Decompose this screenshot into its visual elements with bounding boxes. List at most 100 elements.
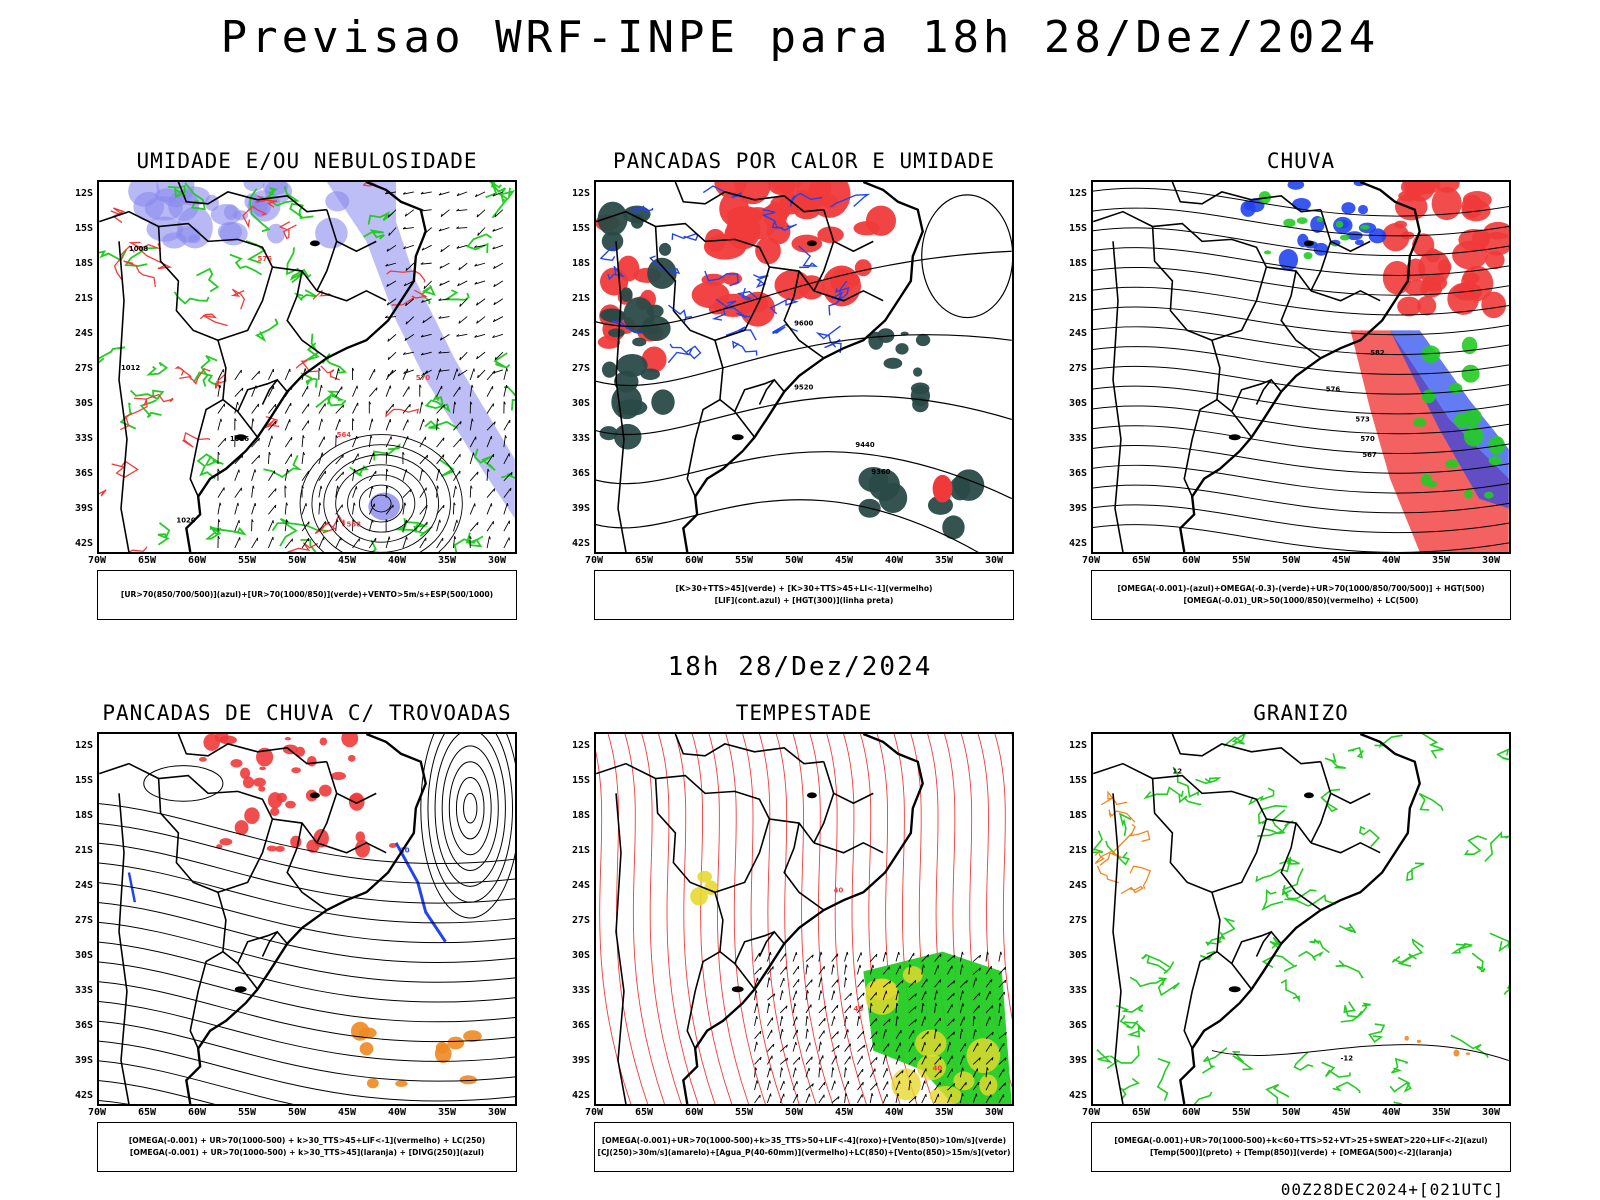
lon-tick-label: 70W <box>1081 555 1101 566</box>
lat-tick-label: 36S <box>571 468 590 479</box>
legend-line: [OMEGA(-0.001) + UR>70(1000-500) + k>30_… <box>129 1148 485 1157</box>
lon-tick-label: 55W <box>237 1107 257 1118</box>
legend-line: [K>30+TTS>45](verde) + [K>30+TTS>45+LI<-… <box>675 584 933 593</box>
contour-label: -12 <box>1341 1054 1354 1062</box>
lon-tick-label: 50W <box>287 1107 307 1118</box>
lon-tick-label: 50W <box>784 1107 804 1118</box>
lon-tick-label: 60W <box>1181 555 1201 566</box>
lat-tick-label: 18S <box>1068 258 1087 269</box>
contour-label: 9440 <box>855 441 874 449</box>
lon-tick-label: 35W <box>1431 555 1451 566</box>
contour-label: 9600 <box>794 319 813 327</box>
lat-tick-label: 12S <box>74 740 93 751</box>
lat-tick-label: 27S <box>74 915 93 926</box>
lon-tick-label: 60W <box>1181 1107 1201 1118</box>
lon-tick-label: 40W <box>387 555 407 566</box>
lon-tick-label: 30W <box>487 555 507 566</box>
lon-tick-label: 70W <box>584 555 604 566</box>
map-panel: 1008101210161020576570564558 <box>97 180 517 554</box>
panel-title: GRANIZO <box>1253 701 1349 725</box>
lon-tick-label: 45W <box>834 555 854 566</box>
legend-line: [OMEGA(-0.01)_UR>50(1000/850)(vermelho) … <box>1183 596 1419 605</box>
map-graphic: 1008101210161020576570564558 <box>99 182 515 552</box>
lat-tick-label: 21S <box>571 293 590 304</box>
lon-tick-label: 40W <box>1381 555 1401 566</box>
map-graphic: 12 -12 <box>1093 734 1509 1104</box>
lon-tick-label: 30W <box>984 1107 1004 1118</box>
lat-tick-label: 33S <box>571 985 590 996</box>
legend-line: [OMEGA(-0.001)+UR>70(1000-500)+k<60+TTS>… <box>1114 1136 1488 1145</box>
lon-tick-label: 35W <box>437 555 457 566</box>
main-title: Previsao WRF-INPE para 18h 28/Dez/2024 <box>220 12 1380 63</box>
contour-label: 558 <box>347 520 362 528</box>
legend-line: [OMEGA(-0.001)-(azul)+OMEGA(-0.3)-(verde… <box>1117 584 1485 593</box>
contour-label: 9520 <box>794 384 813 392</box>
legend-line: [Temp(500)](preto) + [Temp(850)](verde) … <box>1149 1148 1453 1157</box>
lat-tick-label: 21S <box>74 293 93 304</box>
lon-tick-label: 55W <box>734 1107 754 1118</box>
contour-label: 576 <box>258 255 273 263</box>
lat-tick-label: 27S <box>74 363 93 374</box>
lat-tick-label: 42S <box>571 538 590 549</box>
lat-tick-label: 42S <box>1068 1090 1087 1101</box>
lon-tick-label: 40W <box>387 1107 407 1118</box>
lon-tick-label: 35W <box>1431 1107 1451 1118</box>
lon-tick-label: 70W <box>87 555 107 566</box>
panel-legend: [OMEGA(-0.001)+UR>70(1000-500)+k>35_TTS>… <box>594 1122 1014 1172</box>
lat-tick-label: 24S <box>1068 328 1087 339</box>
contour-label: 582 <box>1370 349 1385 357</box>
contour-label: 573 <box>1355 415 1370 423</box>
lon-tick-label: 60W <box>684 555 704 566</box>
lat-tick-label: 33S <box>1068 985 1087 996</box>
lat-tick-label: 42S <box>74 538 93 549</box>
lat-tick-label: 33S <box>74 433 93 444</box>
panel-legend: [OMEGA(-0.001)+UR>70(1000-500)+k<60+TTS>… <box>1091 1122 1511 1172</box>
lat-tick-label: 15S <box>1068 775 1087 786</box>
lat-tick-label: 30S <box>571 950 590 961</box>
lon-tick-label: 65W <box>634 1107 654 1118</box>
lat-tick-label: 27S <box>571 915 590 926</box>
lat-tick-label: 15S <box>571 223 590 234</box>
lon-tick-label: 40W <box>884 555 904 566</box>
contour-label: 40 <box>933 1064 943 1072</box>
lon-tick-label: 55W <box>1231 555 1251 566</box>
map-panel: 12 -12 <box>1091 732 1511 1106</box>
lat-tick-label: 12S <box>571 188 590 199</box>
panel-title: PANCADAS POR CALOR E UMIDADE <box>612 149 995 173</box>
contour-label: 576 <box>1326 386 1341 394</box>
lon-tick-label: 30W <box>984 555 1004 566</box>
lat-tick-label: 33S <box>74 985 93 996</box>
lat-tick-label: 21S <box>1068 293 1087 304</box>
run-timestamp: 00Z28DEC2024+[021UTC] <box>1280 1180 1504 1199</box>
contour-label: 1008 <box>129 245 148 253</box>
lat-tick-label: 39S <box>74 1055 93 1066</box>
lat-tick-label: 24S <box>1068 880 1087 891</box>
lat-tick-label: 18S <box>74 810 93 821</box>
lon-tick-label: 55W <box>237 555 257 566</box>
lat-tick-label: 21S <box>1068 845 1087 856</box>
panel-legend: [OMEGA(-0.001)-(azul)+OMEGA(-0.3)-(verde… <box>1091 570 1511 620</box>
lon-tick-label: 70W <box>87 1107 107 1118</box>
lon-tick-label: 40W <box>884 1107 904 1118</box>
lat-tick-label: 24S <box>74 328 93 339</box>
contour-label: 1020 <box>176 516 195 524</box>
lon-tick-label: 65W <box>1131 1107 1151 1118</box>
contour-label: 570 <box>416 374 431 382</box>
lon-tick-label: 35W <box>934 1107 954 1118</box>
lat-tick-label: 33S <box>571 433 590 444</box>
contour-label: 570 <box>1360 435 1375 443</box>
legend-line: [CJ(250)>30m/s](amarelo)+[Agua_P(40-60mm… <box>597 1148 1011 1157</box>
lat-tick-label: 15S <box>571 775 590 786</box>
lon-tick-label: 70W <box>584 1107 604 1118</box>
lon-tick-label: 45W <box>834 1107 854 1118</box>
lat-tick-label: 42S <box>1068 538 1087 549</box>
panel-title: TEMPESTADE <box>735 701 873 725</box>
lat-tick-label: 18S <box>571 810 590 821</box>
lat-tick-label: 12S <box>74 188 93 199</box>
lon-tick-label: 45W <box>1331 1107 1351 1118</box>
map-panel: 582 576 573 570 567 <box>1091 180 1511 554</box>
lat-tick-label: 27S <box>1068 915 1087 926</box>
lon-tick-label: 30W <box>487 1107 507 1118</box>
map-panel: 40 40 40 <box>594 732 1014 1106</box>
panel-legend: [K>30+TTS>45](verde) + [K>30+TTS>45+LI<-… <box>594 570 1014 620</box>
